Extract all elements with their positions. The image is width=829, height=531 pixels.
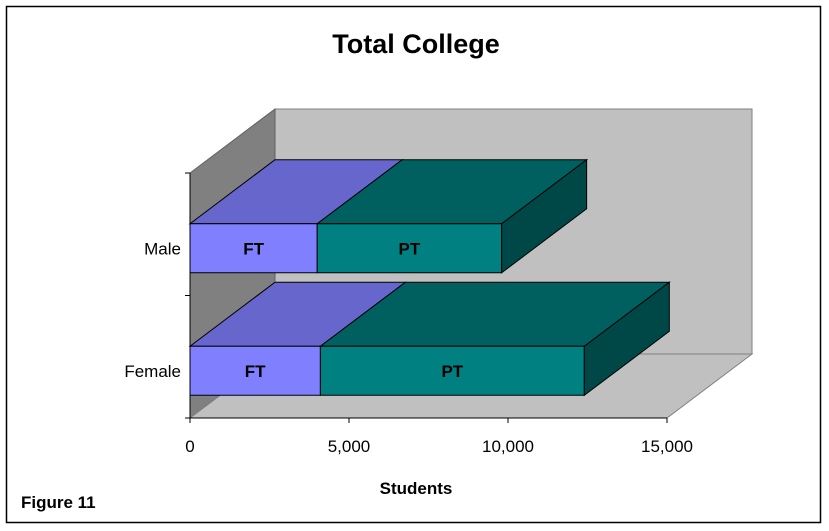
bar-side-pt <box>501 158 588 274</box>
x-tick-label: 0 <box>185 437 194 456</box>
x-axis-title: Students <box>380 479 453 498</box>
category-label: Male <box>144 239 181 258</box>
x-tick-label: 5,000 <box>328 437 371 456</box>
bar-ft-male <box>189 223 318 274</box>
bar-side-pt <box>583 281 670 397</box>
x-tick-label: 15,000 <box>641 437 693 456</box>
x-tick-label: 10,000 <box>482 437 534 456</box>
data-label: FT <box>245 362 266 381</box>
bar-pt-female <box>319 345 585 396</box>
category-label: Female <box>124 362 181 381</box>
bar-pt-male <box>316 223 503 274</box>
chart-title: Total College <box>332 29 500 59</box>
figure-label: Figure 11 <box>21 493 96 512</box>
data-label: FT <box>243 239 264 258</box>
data-label: PT <box>441 362 463 381</box>
bar-ft-female <box>189 345 321 396</box>
data-label: PT <box>399 239 421 258</box>
